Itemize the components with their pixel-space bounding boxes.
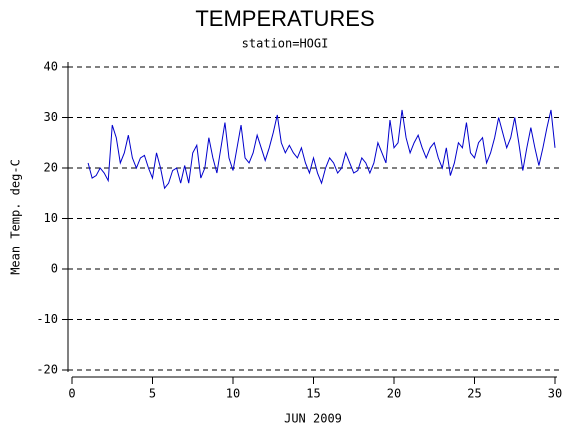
y-tick-label: 30 (44, 110, 58, 124)
x-tick-label: 20 (387, 387, 401, 401)
y-tick-label: 40 (44, 60, 58, 74)
x-tick-label: 5 (149, 387, 156, 401)
y-tick-label: 20 (44, 161, 58, 175)
y-tick-label: 10 (44, 211, 58, 225)
y-tick-label: -10 (36, 312, 58, 326)
y-tick-label: 0 (51, 262, 58, 276)
x-tick-label: 25 (467, 387, 481, 401)
x-axis-label: JUN 2009 (284, 412, 342, 426)
x-tick-label: 30 (548, 387, 562, 401)
chart-title: TEMPERATURES (195, 6, 374, 31)
chart-subtitle: station=HOGI (242, 37, 329, 51)
x-tick-label: 0 (68, 387, 75, 401)
data-line (87, 109, 556, 190)
y-axis-label: Mean Temp. deg-C (9, 159, 23, 275)
x-tick-label: 15 (306, 387, 320, 401)
x-tick-label: 10 (226, 387, 240, 401)
y-tick-label: -20 (36, 363, 58, 377)
